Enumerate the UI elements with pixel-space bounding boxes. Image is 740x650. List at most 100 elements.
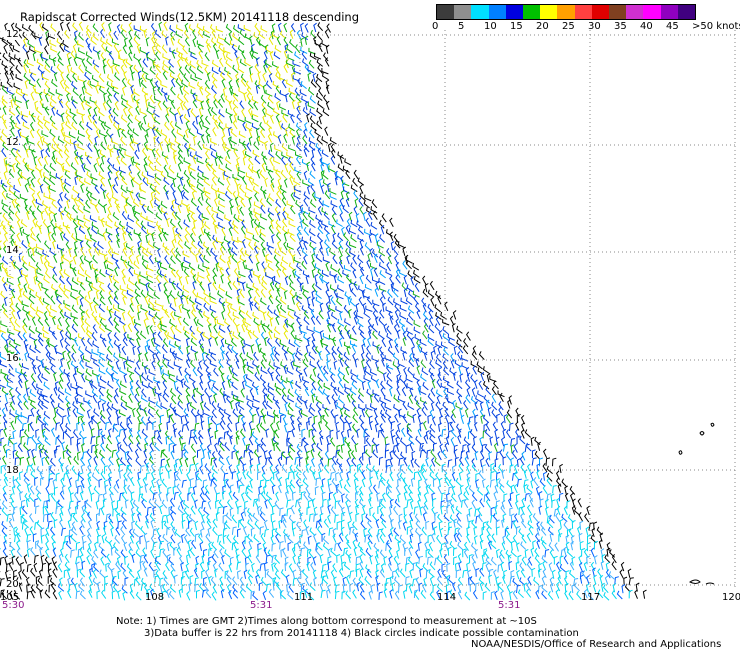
wind-barb bbox=[243, 526, 247, 536]
wind-barb bbox=[260, 94, 267, 104]
wind-barb bbox=[515, 407, 520, 418]
wind-barb bbox=[521, 534, 527, 544]
wind-barb bbox=[22, 290, 29, 300]
wind-barb bbox=[60, 462, 64, 473]
wind-barb bbox=[466, 472, 471, 482]
wind-barb bbox=[86, 121, 93, 131]
wind-barb bbox=[144, 310, 149, 321]
wind-barb bbox=[173, 470, 178, 480]
wind-barb bbox=[202, 331, 210, 340]
wind-barb bbox=[432, 478, 437, 487]
wind-barb bbox=[17, 282, 22, 292]
wind-barb bbox=[346, 470, 351, 481]
wind-barb bbox=[278, 519, 283, 529]
wind-barb bbox=[123, 373, 128, 383]
wind-barb bbox=[85, 375, 93, 383]
wind-barb bbox=[431, 457, 436, 467]
wind-barb bbox=[15, 163, 23, 172]
wind-barb bbox=[135, 219, 142, 229]
wind-barb bbox=[279, 185, 287, 194]
wind-barb bbox=[231, 43, 238, 53]
wind-barb bbox=[267, 65, 273, 75]
wind-barb bbox=[262, 114, 266, 125]
wind-barb bbox=[19, 429, 25, 438]
wind-barb bbox=[590, 534, 597, 544]
wind-barb bbox=[44, 437, 51, 446]
wind-barb bbox=[173, 546, 178, 556]
wind-barb bbox=[59, 79, 65, 89]
wind-barb bbox=[465, 331, 471, 341]
wind-barb bbox=[375, 316, 379, 326]
wind-barb bbox=[296, 276, 302, 286]
wind-barb bbox=[146, 421, 151, 431]
wind-barb bbox=[159, 316, 164, 326]
wind-barb bbox=[217, 403, 224, 412]
wind-barb bbox=[463, 541, 469, 551]
wind-barb bbox=[572, 498, 576, 508]
wind-barb bbox=[473, 526, 478, 536]
wind-barb bbox=[250, 218, 255, 229]
wind-barb bbox=[474, 450, 479, 461]
wind-barb bbox=[474, 379, 478, 389]
wind-barb bbox=[318, 274, 324, 284]
wind-barb bbox=[188, 486, 193, 496]
wind-barb bbox=[130, 498, 134, 508]
wind-barb bbox=[345, 197, 350, 208]
wind-barb bbox=[178, 303, 183, 314]
wind-barb bbox=[495, 436, 500, 446]
wind-barb bbox=[29, 303, 36, 312]
wind-barb bbox=[40, 527, 45, 537]
wind-barb bbox=[281, 345, 288, 354]
wind-barb bbox=[35, 262, 42, 271]
wind-barb bbox=[164, 308, 170, 318]
wind-barb bbox=[206, 133, 210, 144]
wind-barb bbox=[361, 407, 366, 418]
wind-barb bbox=[0, 240, 2, 250]
wind-barb bbox=[486, 533, 491, 544]
wind-barb bbox=[525, 442, 532, 452]
wind-barb bbox=[424, 478, 429, 488]
wind-barb bbox=[123, 484, 128, 494]
wind-barb bbox=[101, 534, 106, 544]
wind-barb bbox=[283, 364, 288, 375]
wind-barb bbox=[232, 408, 239, 418]
wind-barb bbox=[28, 261, 36, 270]
wind-barb bbox=[310, 448, 314, 458]
wind-barb bbox=[257, 71, 262, 81]
wind-barb bbox=[200, 485, 205, 496]
wind-barb bbox=[566, 528, 571, 538]
wind-barb bbox=[334, 414, 339, 424]
wind-barb bbox=[183, 380, 191, 389]
wind-barb bbox=[480, 371, 485, 382]
wind-barb bbox=[84, 255, 91, 264]
wind-barb bbox=[99, 290, 105, 300]
wind-barb bbox=[120, 136, 126, 146]
wind-barb bbox=[346, 218, 352, 228]
wind-barb bbox=[274, 500, 280, 510]
wind-barb bbox=[540, 526, 547, 536]
wind-barb bbox=[365, 305, 373, 312]
wind-barb bbox=[70, 512, 76, 521]
wind-barb bbox=[539, 457, 543, 467]
wind-barb bbox=[20, 171, 27, 180]
wind-barb bbox=[63, 149, 70, 158]
wind-barb bbox=[334, 514, 339, 523]
wind-barb bbox=[218, 297, 225, 307]
wind-barb bbox=[241, 540, 246, 550]
wind-barb bbox=[174, 478, 179, 488]
wind-barb bbox=[289, 379, 294, 390]
wind-barb bbox=[485, 457, 490, 468]
wind-barb bbox=[25, 99, 30, 110]
wind-barb bbox=[51, 232, 56, 242]
wind-barb bbox=[380, 401, 386, 411]
wind-barb bbox=[252, 395, 260, 403]
wind-barb bbox=[359, 554, 363, 564]
wind-barb bbox=[407, 305, 415, 314]
wind-barb bbox=[495, 526, 500, 536]
wind-barb bbox=[30, 233, 37, 242]
wind-barb bbox=[296, 262, 303, 272]
wind-barb bbox=[99, 129, 107, 137]
wind-barb bbox=[252, 402, 260, 410]
wind-barb bbox=[239, 206, 245, 216]
